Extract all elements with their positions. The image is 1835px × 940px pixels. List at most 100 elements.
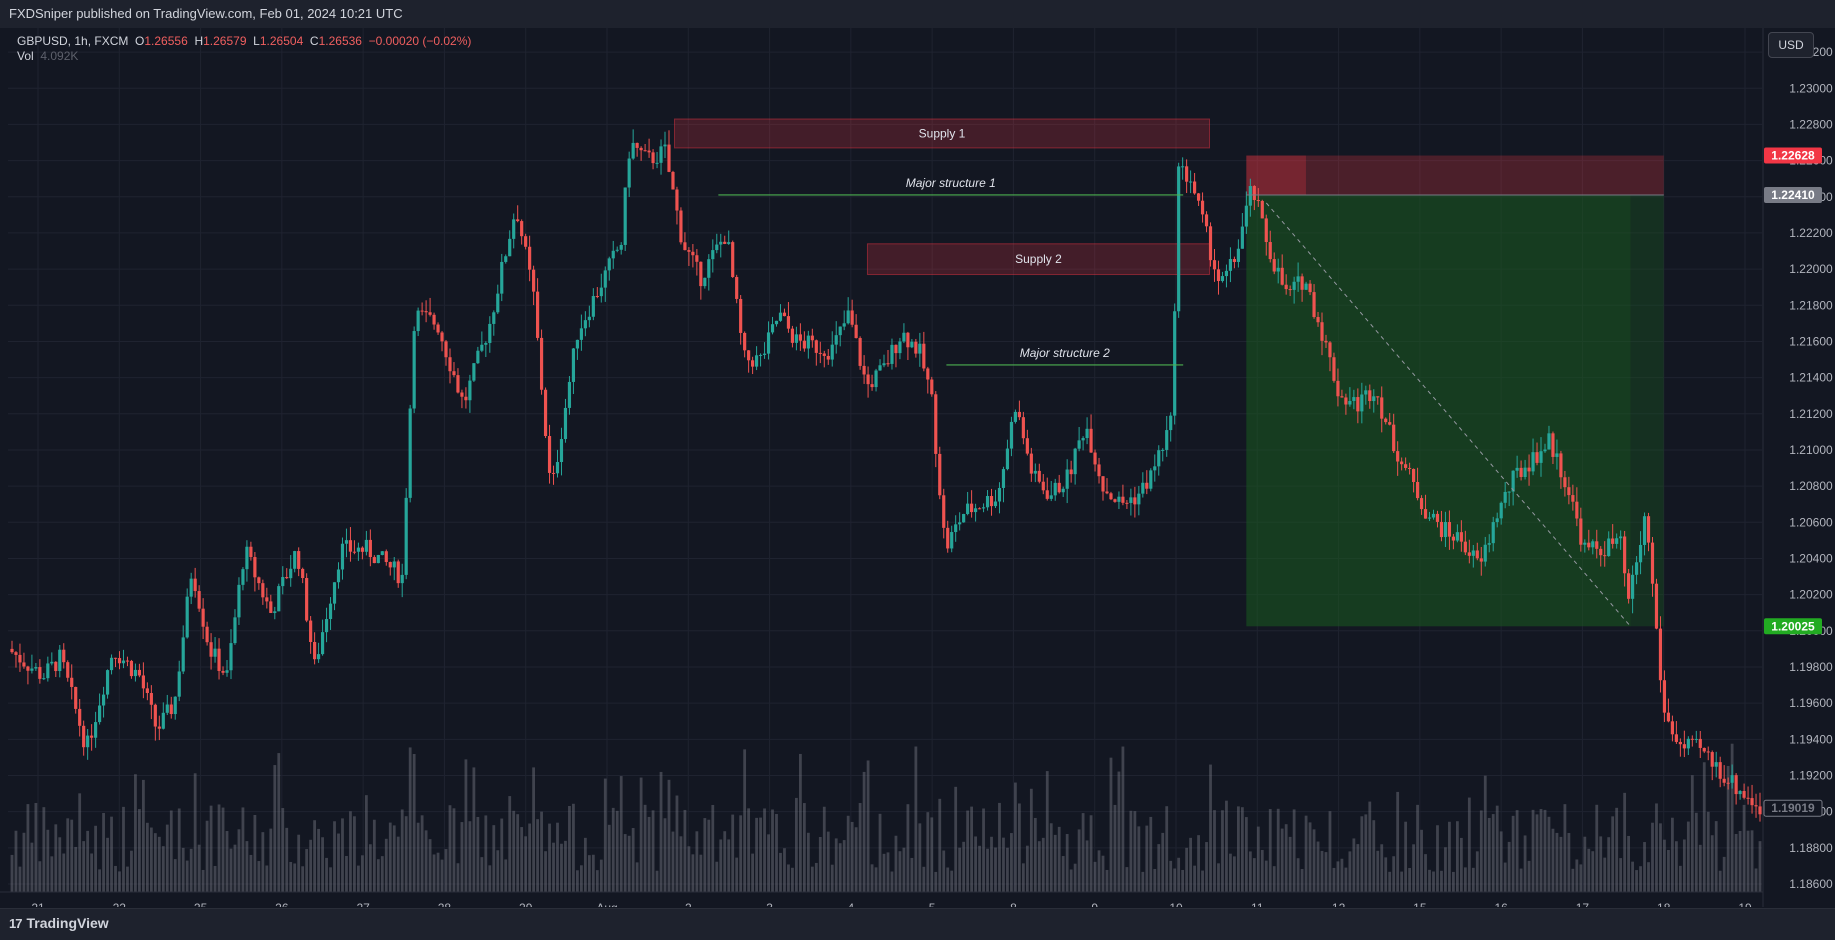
volume-bar <box>926 812 930 892</box>
tradingview-logo[interactable]: 17 TradingView <box>9 915 109 931</box>
volume-bar <box>1340 858 1344 892</box>
volume-bar <box>1109 757 1113 892</box>
candle <box>862 355 866 384</box>
candle <box>802 331 806 352</box>
volume-bar <box>1615 807 1619 892</box>
volume-bar <box>376 859 380 892</box>
candle <box>157 715 161 741</box>
x-tick-label: Aug <box>596 901 617 907</box>
volume-bar <box>86 830 90 892</box>
candle-body <box>1264 218 1268 243</box>
candle-body <box>758 354 763 356</box>
candle-body <box>1479 558 1483 562</box>
volume-bar <box>173 859 177 892</box>
candle <box>1475 542 1479 561</box>
candle-body <box>1037 470 1041 482</box>
volume-bar <box>1491 814 1495 892</box>
candle <box>50 652 54 666</box>
candle <box>910 339 914 349</box>
candle <box>22 652 26 669</box>
candle-body <box>1097 464 1101 477</box>
candle-body <box>1021 417 1025 439</box>
close-value: 1.26536 <box>318 34 362 48</box>
volume-bar <box>98 869 101 892</box>
candle <box>225 660 229 677</box>
currency-button[interactable]: USD <box>1768 32 1814 58</box>
candle <box>766 321 771 360</box>
volume-bar <box>1125 867 1129 892</box>
candle-body <box>639 147 643 151</box>
volume-bar <box>508 796 512 892</box>
symbol-label[interactable]: GBPUSD, 1h, FXCM <box>17 34 129 48</box>
volume-bar <box>1694 812 1698 892</box>
candle-body <box>1511 470 1515 492</box>
candle <box>165 694 169 716</box>
candle-body <box>460 392 464 397</box>
candle-body <box>14 652 18 655</box>
footer-bar: 17 TradingView <box>0 908 1835 940</box>
candle <box>1272 252 1276 275</box>
candle <box>675 186 679 225</box>
volume-bar <box>572 803 575 892</box>
volume-bar <box>735 857 739 892</box>
candle-body <box>675 189 679 211</box>
candle <box>981 503 986 513</box>
volume-bar <box>826 831 830 892</box>
volume-bar <box>1420 829 1423 892</box>
volume-bar <box>846 815 850 892</box>
volume-bar <box>118 871 121 892</box>
x-tick-label: 5 <box>929 901 936 907</box>
candle <box>500 253 504 302</box>
candle-body <box>1276 267 1280 272</box>
volume-bar <box>1065 834 1069 892</box>
candle <box>1408 462 1412 475</box>
candle-body <box>42 678 46 680</box>
candle-body <box>1029 453 1033 474</box>
volume-bar <box>62 853 66 892</box>
volume-bar <box>1448 821 1451 892</box>
candle <box>70 664 74 700</box>
volume-bar <box>149 827 153 892</box>
candle <box>1045 477 1049 501</box>
volume-bar <box>1571 868 1575 892</box>
chart-area[interactable]: Supply 1 Supply 2 Major structure 1 Major s… <box>0 28 1835 915</box>
candle <box>464 387 468 409</box>
candle-body <box>635 142 639 148</box>
volume-bar <box>1671 817 1674 892</box>
candle-body <box>149 693 153 705</box>
volume-bar <box>392 825 396 892</box>
candle <box>1256 188 1260 207</box>
candle <box>627 151 631 197</box>
volume-bar <box>181 847 185 892</box>
candle-body <box>659 146 663 163</box>
candle-body <box>1336 380 1340 397</box>
candle-body <box>1372 396 1376 402</box>
volume-label[interactable]: Vol <box>17 49 34 63</box>
candle <box>683 232 687 251</box>
candle <box>715 233 719 254</box>
low-label: L <box>253 34 260 48</box>
candle-body <box>1714 762 1718 767</box>
volume-bar <box>615 810 619 892</box>
candle <box>66 660 70 682</box>
volume-bar <box>1404 821 1408 892</box>
volume-bar <box>974 836 977 892</box>
candle-body <box>305 578 309 621</box>
candle-body <box>98 705 102 723</box>
candle <box>1591 539 1595 555</box>
candle-body <box>185 596 189 638</box>
volume-bar <box>544 851 547 892</box>
volume-bar <box>1372 820 1376 892</box>
price-chart[interactable]: Supply 1 Supply 2 Major structure 1 Major s… <box>0 28 1835 915</box>
volume-bar <box>50 856 54 892</box>
candle-body <box>66 662 70 678</box>
candle <box>1423 494 1428 519</box>
volume-bar <box>1073 863 1077 892</box>
candle <box>583 311 587 337</box>
candle-body <box>1145 482 1149 489</box>
candle-body <box>858 338 862 366</box>
volume-bar <box>962 841 966 892</box>
candle-body <box>870 384 874 388</box>
price-axis[interactable]: 1.232001.230001.228001.226001.224001.222… <box>1762 28 1835 907</box>
candle-body <box>1304 283 1308 290</box>
